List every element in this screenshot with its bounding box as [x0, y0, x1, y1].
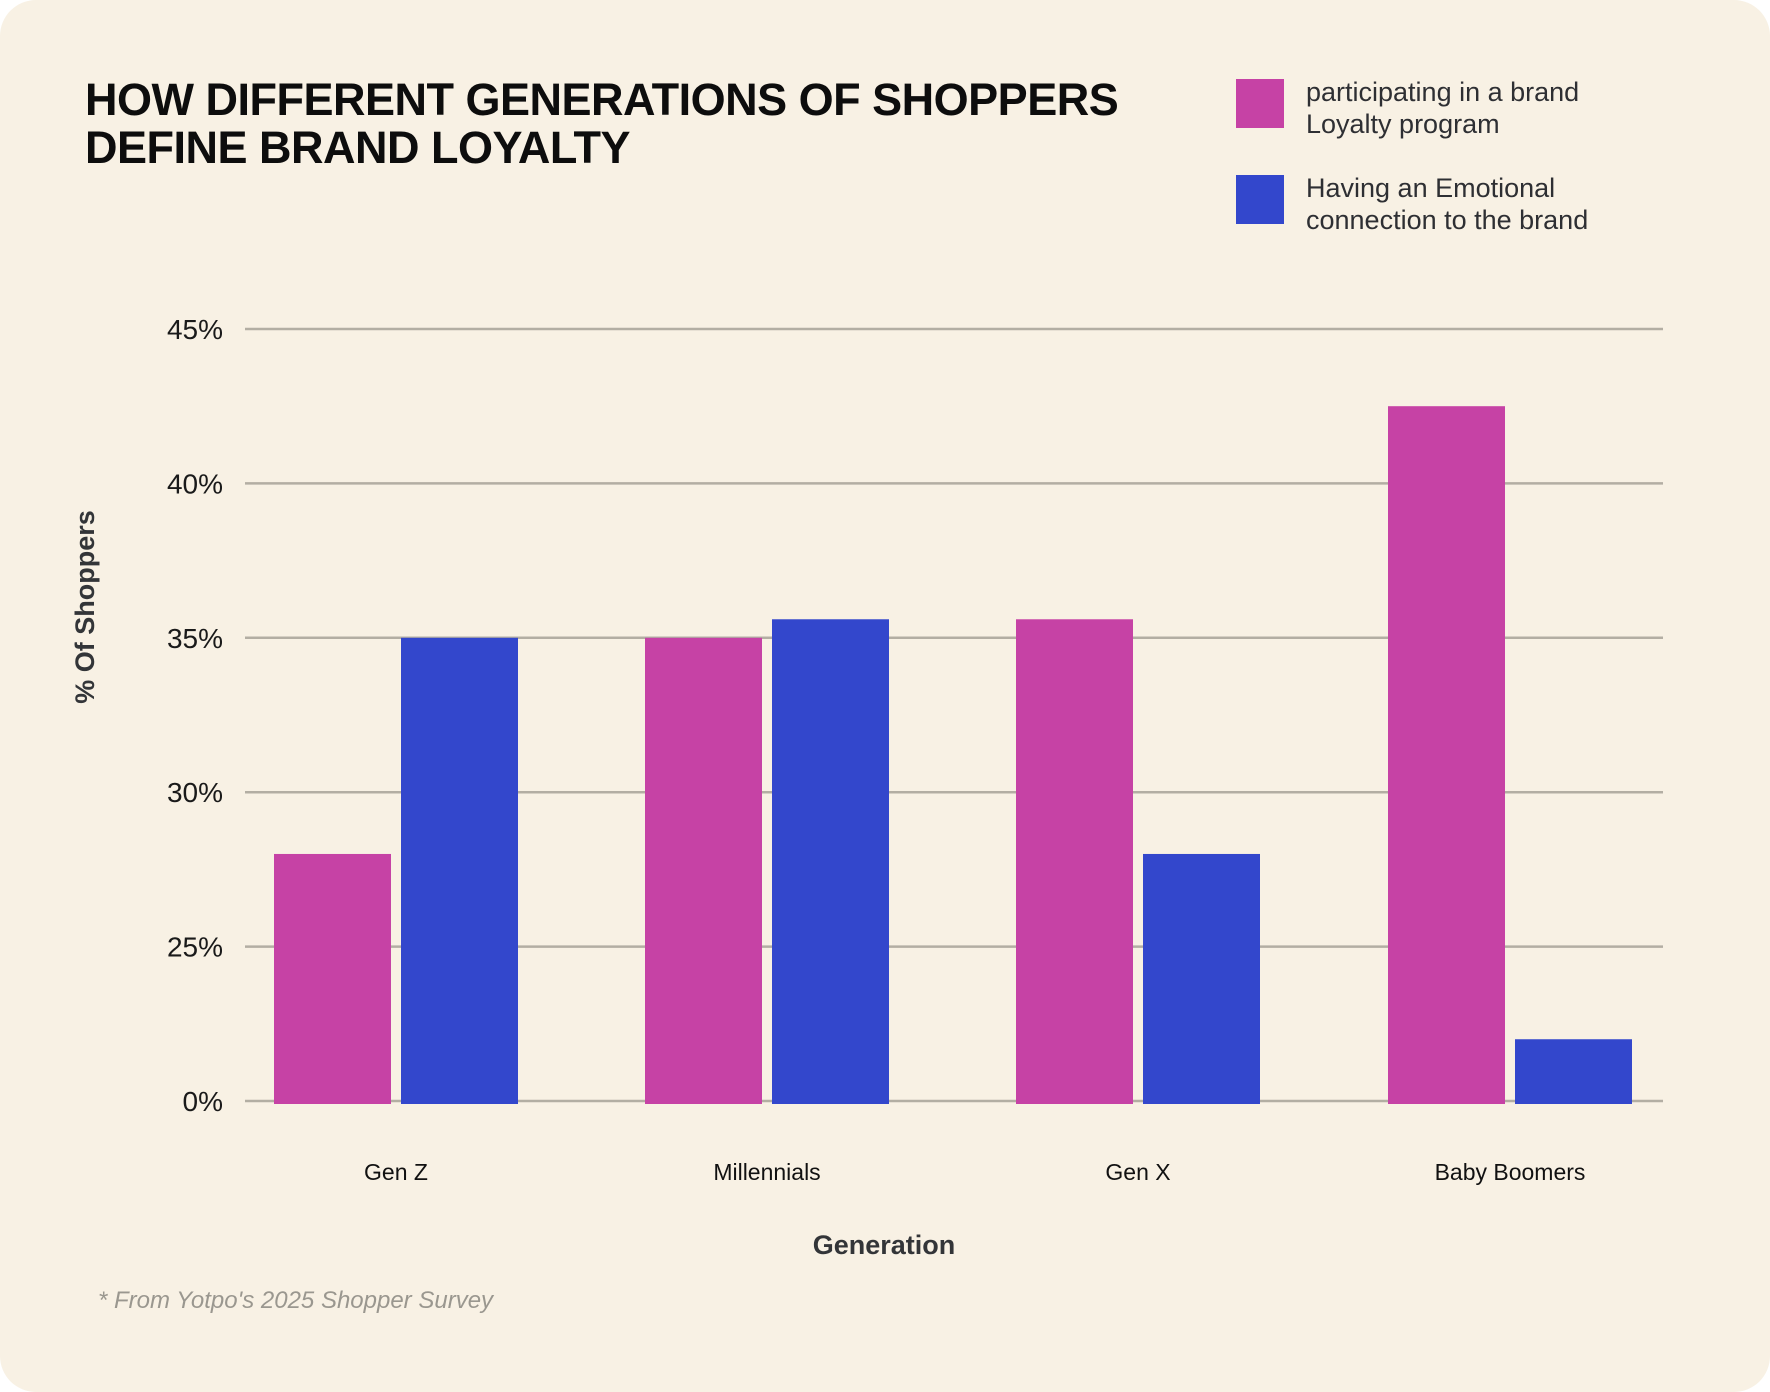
y-tick-label: 30%: [167, 777, 223, 808]
bar-millennials-series-0: [645, 637, 762, 1104]
footnote: * From Yotpo's 2025 Shopper Survey: [98, 1287, 494, 1314]
x-tick-label: Baby Boomers: [1435, 1159, 1586, 1185]
bar-gen-z-series-0: [274, 853, 391, 1104]
legend-label-emotional: Having an Emotional connection to the br…: [1306, 173, 1589, 235]
x-tick-labels: Gen Z Millennials Gen X Baby Boomers: [364, 1159, 1585, 1185]
y-tick-labels: 0% 25% 30% 35% 40% 45%: [167, 314, 223, 1117]
bar-baby-boomers-series-0: [1388, 406, 1505, 1104]
bars: [274, 406, 1632, 1104]
x-axis-title: Generation: [813, 1230, 956, 1260]
legend-swatch-loyalty: [1236, 79, 1284, 128]
y-tick-label: 25%: [167, 932, 223, 963]
bar-gen-x-series-1: [1143, 853, 1260, 1104]
legend-swatch-emotional: [1236, 175, 1284, 224]
x-tick-label: Millennials: [713, 1159, 820, 1185]
legend-label-loyalty: participating in a brand Loyalty program: [1306, 77, 1580, 139]
y-tick-label: 45%: [167, 314, 223, 345]
bar-baby-boomers-series-1: [1515, 1039, 1632, 1104]
y-axis-title: % Of Shoppers: [70, 510, 100, 704]
y-tick-label: 40%: [167, 468, 223, 499]
bar-gen-x-series-0: [1016, 619, 1133, 1104]
chart-title: HOW DIFFERENT GENERATIONS OF SHOPPERS DE…: [85, 74, 1119, 173]
y-tick-label: 0%: [183, 1086, 223, 1117]
bar-gen-z-series-1: [401, 637, 518, 1104]
x-tick-label: Gen X: [1105, 1159, 1170, 1185]
bar-millennials-series-1: [772, 619, 889, 1104]
x-tick-label: Gen Z: [364, 1159, 428, 1185]
y-tick-label: 35%: [167, 623, 223, 654]
